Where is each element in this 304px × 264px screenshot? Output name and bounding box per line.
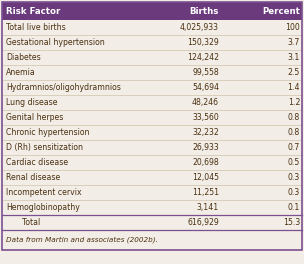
Bar (2, 65, 302, 80)
Text: 3.1: 3.1 (288, 53, 300, 62)
Text: Data from Martin and associates (2002b).: Data from Martin and associates (2002b). (6, 237, 158, 243)
Text: 2.5: 2.5 (288, 68, 300, 77)
Text: Chronic hypertension: Chronic hypertension (6, 128, 89, 137)
Text: Genital herpes: Genital herpes (6, 113, 63, 122)
Text: 0.3: 0.3 (288, 173, 300, 182)
Bar (2, 155, 302, 170)
Bar (2, 125, 302, 140)
Bar (2, 95, 302, 110)
Text: Renal disease: Renal disease (6, 173, 60, 182)
Text: 150,329: 150,329 (187, 38, 219, 47)
Text: Total: Total (22, 218, 40, 227)
Bar (2, 35, 302, 50)
Text: 0.3: 0.3 (288, 188, 300, 197)
Text: 3.7: 3.7 (288, 38, 300, 47)
Text: Anemia: Anemia (6, 68, 36, 77)
Bar (2, 200, 302, 215)
Text: 0.7: 0.7 (288, 143, 300, 152)
Text: 48,246: 48,246 (192, 98, 219, 107)
Text: 33,560: 33,560 (192, 113, 219, 122)
Text: 0.1: 0.1 (288, 203, 300, 212)
Text: 0.5: 0.5 (288, 158, 300, 167)
Text: 54,694: 54,694 (192, 83, 219, 92)
Text: 15.3: 15.3 (283, 218, 300, 227)
Text: Hydramnios/oligohydramnios: Hydramnios/oligohydramnios (6, 83, 121, 92)
Text: Cardiac disease: Cardiac disease (6, 158, 68, 167)
Text: 0.8: 0.8 (288, 113, 300, 122)
Bar (2, 170, 302, 185)
Text: Lung disease: Lung disease (6, 98, 57, 107)
Text: Gestational hypertension: Gestational hypertension (6, 38, 105, 47)
Text: 616,929: 616,929 (187, 218, 219, 227)
Text: 124,242: 124,242 (187, 53, 219, 62)
Bar (2, 20, 302, 35)
Text: 4,025,933: 4,025,933 (180, 23, 219, 32)
Text: Risk Factor: Risk Factor (6, 7, 60, 16)
Bar (2, 110, 302, 125)
Text: 99,558: 99,558 (192, 68, 219, 77)
Text: 100: 100 (285, 23, 300, 32)
Bar (2, 140, 302, 155)
Text: 12,045: 12,045 (192, 173, 219, 182)
Text: Incompetent cervix: Incompetent cervix (6, 188, 82, 197)
Text: Hemoglobinopathy: Hemoglobinopathy (6, 203, 80, 212)
Bar (2, 80, 302, 95)
Text: 1.2: 1.2 (288, 98, 300, 107)
Text: D (Rh) sensitization: D (Rh) sensitization (6, 143, 83, 152)
Bar (2, 185, 302, 200)
Text: 26,933: 26,933 (192, 143, 219, 152)
Text: Diabetes: Diabetes (6, 53, 41, 62)
Text: 32,232: 32,232 (192, 128, 219, 137)
Text: 1.4: 1.4 (288, 83, 300, 92)
Text: 20,698: 20,698 (192, 158, 219, 167)
Bar (2, 215, 302, 230)
Text: 0.8: 0.8 (288, 128, 300, 137)
Text: 3,141: 3,141 (197, 203, 219, 212)
Text: Total live births: Total live births (6, 23, 66, 32)
Bar (2, 230, 302, 250)
Text: Births: Births (190, 7, 219, 16)
Bar (2, 2, 302, 20)
Text: Percent: Percent (262, 7, 300, 16)
Text: 11,251: 11,251 (192, 188, 219, 197)
Bar (2, 50, 302, 65)
